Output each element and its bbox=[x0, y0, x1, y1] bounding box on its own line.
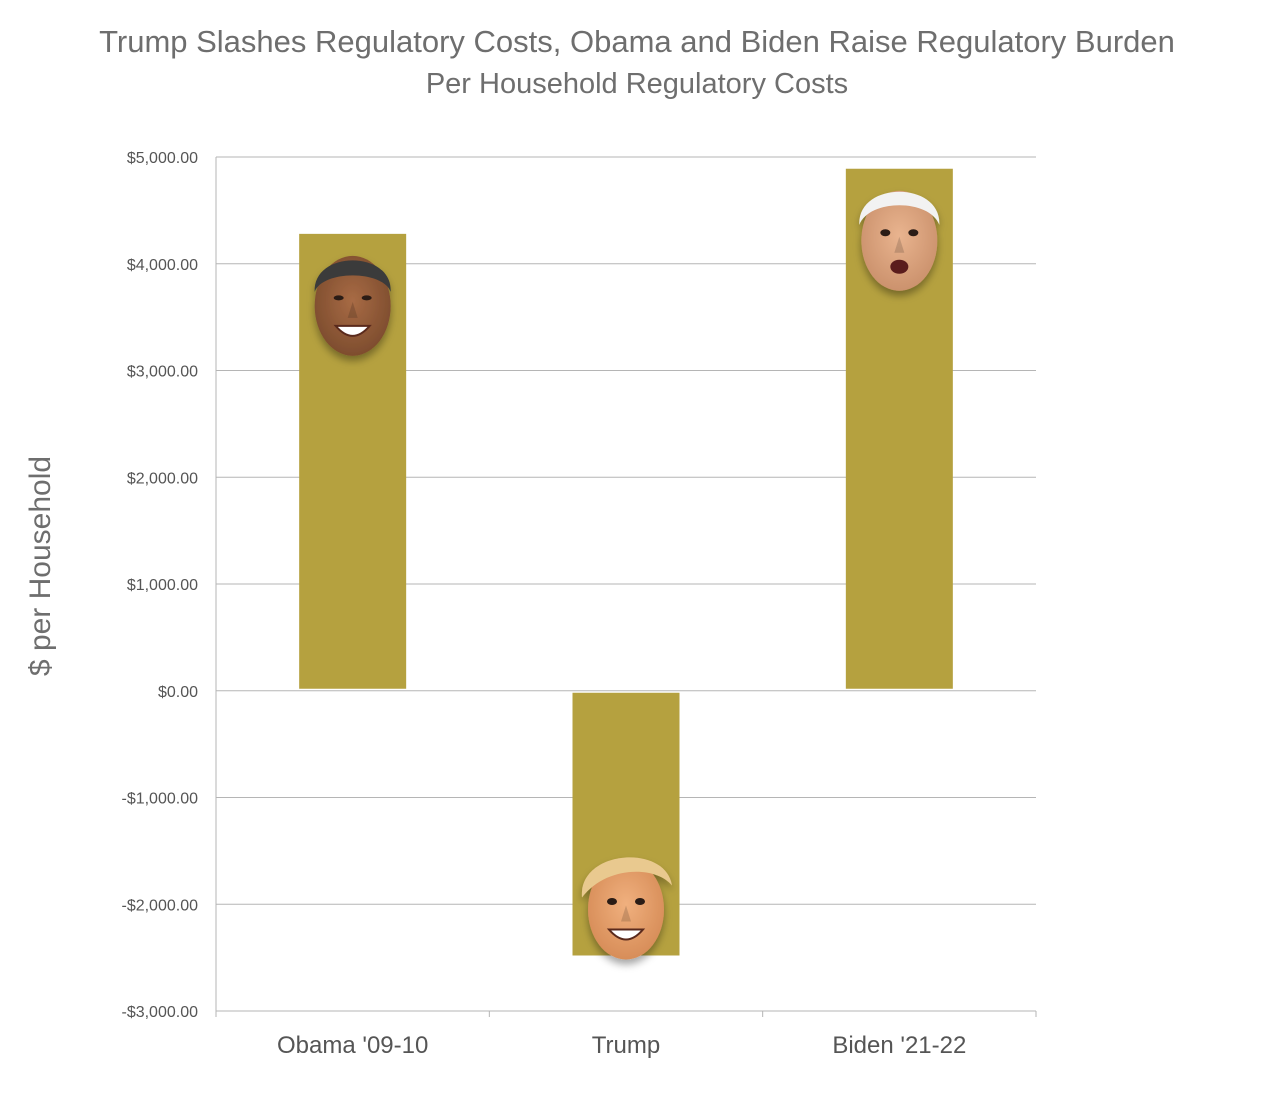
y-tick-label: $4,000.00 bbox=[127, 257, 198, 274]
y-tick-label: -$3,000.00 bbox=[121, 1004, 198, 1021]
y-tick-label: -$2,000.00 bbox=[121, 897, 198, 914]
face-photo-trump-icon bbox=[581, 857, 672, 960]
chart-subtitle: Per Household Regulatory Costs bbox=[425, 68, 849, 100]
y-tick-label: $2,000.00 bbox=[127, 470, 198, 487]
y-tick-label: -$1,000.00 bbox=[121, 791, 198, 808]
x-category-label: Trump bbox=[592, 1032, 660, 1059]
y-tick-label: $0.00 bbox=[158, 684, 198, 701]
face-photo-biden-icon bbox=[859, 190, 940, 291]
x-category-label: Obama '09-10 bbox=[277, 1032, 428, 1059]
y-tick-label: $5,000.00 bbox=[127, 150, 198, 167]
y-tick-label: $1,000.00 bbox=[127, 577, 198, 594]
face-photo-obama-icon bbox=[314, 255, 391, 356]
chart-title: Trump Slashes Regulatory Costs, Obama an… bbox=[99, 24, 1175, 59]
x-category-label: Biden '21-22 bbox=[832, 1032, 966, 1059]
y-tick-label: $3,000.00 bbox=[127, 364, 198, 381]
